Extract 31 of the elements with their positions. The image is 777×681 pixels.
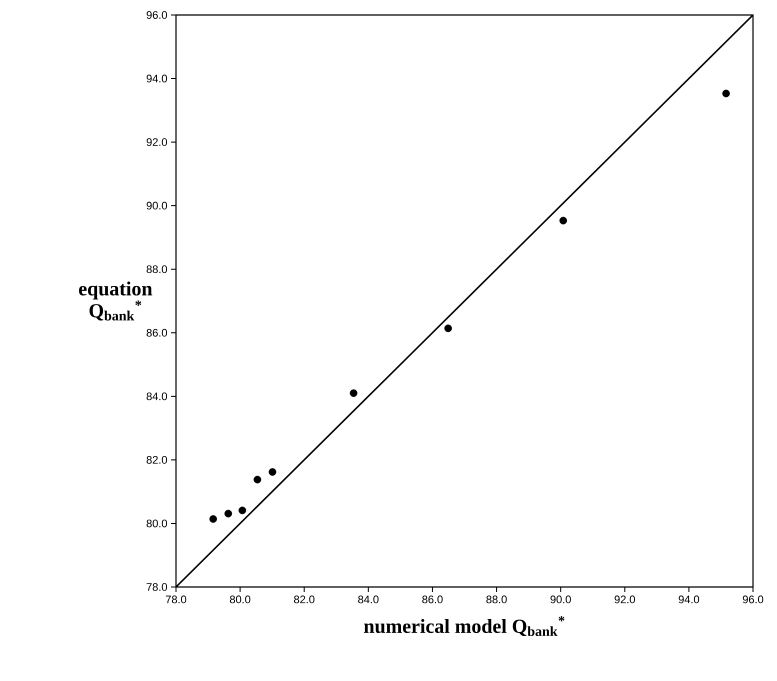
point (444, 324, 452, 332)
y-tick-label: 90.0 (146, 202, 168, 210)
x-tick-label: 90.0 (550, 596, 571, 604)
x-axis-title: numerical model Q$_{bank}$* (364, 616, 564, 636)
point (209, 515, 217, 523)
point (722, 90, 730, 98)
x-tick-label: 96.0 (742, 596, 764, 604)
x-tick-label: 78.0 (166, 596, 186, 604)
point (224, 510, 232, 518)
y-tick-label: 88.0 (146, 265, 168, 274)
point (268, 468, 276, 476)
x-tick-label: 80.0 (230, 596, 250, 604)
y-tick-label: 84.0 (146, 392, 168, 400)
x-tick-label: 92.0 (614, 596, 636, 604)
point (238, 506, 246, 514)
x-tick-label: 84.0 (358, 596, 379, 604)
y-tick-label: 96.0 (146, 11, 168, 19)
x-tick-label: 88.0 (486, 596, 507, 604)
x-tick-label: 82.0 (294, 596, 314, 604)
y-tick-label: 86.0 (146, 328, 168, 337)
y-tick-label: 78.0 (146, 583, 168, 591)
point (254, 476, 262, 484)
y-tick-label: 92.0 (146, 138, 168, 146)
y-axis-title: equation Q$_{bank}$* (79, 281, 152, 320)
point (350, 389, 358, 397)
x-tick-label: 86.0 (422, 596, 443, 604)
x-tick-label: 94.0 (678, 596, 700, 604)
point (559, 216, 568, 224)
y-tick-label: 94.0 (146, 74, 168, 82)
y-tick-label: 80.0 (146, 520, 168, 528)
y-tick-label: 82.0 (146, 456, 168, 464)
